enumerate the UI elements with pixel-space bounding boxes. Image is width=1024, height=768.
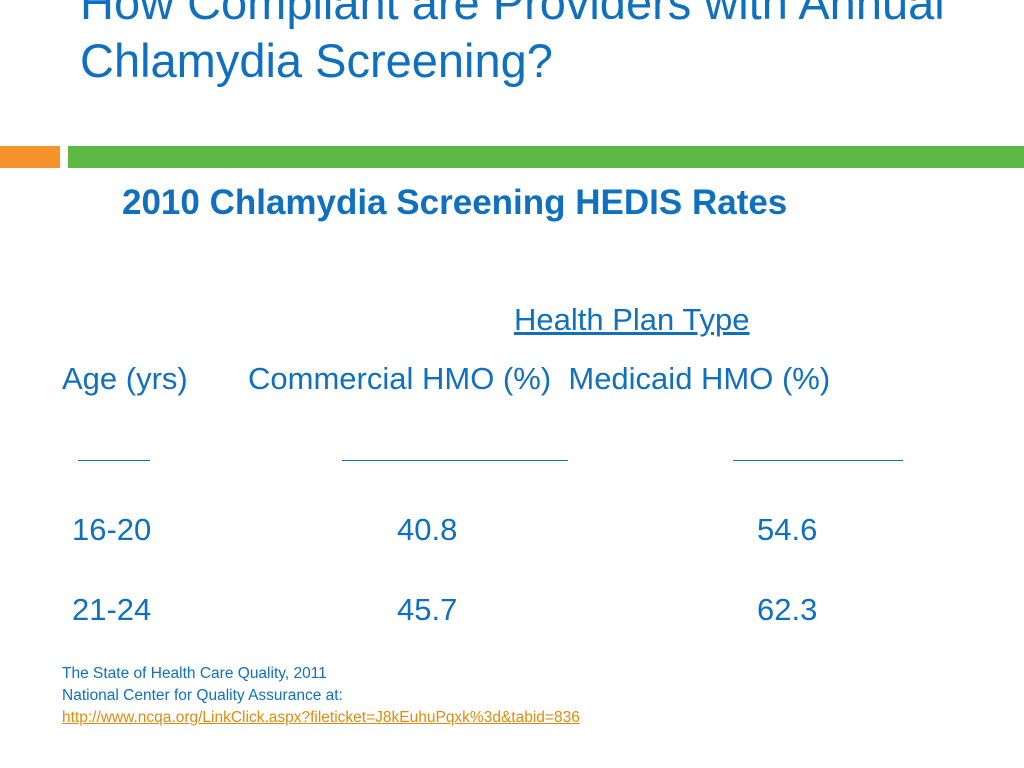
- age-cell: 21-24: [72, 592, 152, 627]
- green-accent-bar: [68, 146, 1024, 168]
- column-headers: Age (yrs) Commercial HMO (%) Medicaid HM…: [62, 361, 831, 396]
- source-line-1: The State of Health Care Quality, 2011: [62, 665, 327, 682]
- source-line-2: National Center for Quality Assurance at…: [62, 687, 343, 704]
- commercial-cell: 45.7: [397, 592, 458, 627]
- source-citation: The State of Health Care Quality, 2011 N…: [62, 663, 962, 729]
- age-cell: 16-20: [72, 512, 152, 547]
- medicaid-cell: 54.6: [757, 512, 818, 547]
- slide-subtitle: 2010 Chlamydia Screening HEDIS Rates: [122, 183, 788, 222]
- health-plan-type-header: Health Plan Type: [514, 302, 750, 337]
- commercial-cell: 40.8: [397, 512, 458, 547]
- slide-title: How Compliant are Providers with Annual …: [80, 0, 945, 87]
- medicaid-column-rule: [733, 460, 903, 461]
- commercial-column-rule: [342, 460, 568, 461]
- orange-accent-bar: [0, 146, 60, 168]
- medicaid-cell: 62.3: [757, 592, 818, 627]
- age-column-rule: [78, 460, 150, 461]
- source-link[interactable]: http://www.ncqa.org/LinkClick.aspx?filet…: [62, 709, 580, 726]
